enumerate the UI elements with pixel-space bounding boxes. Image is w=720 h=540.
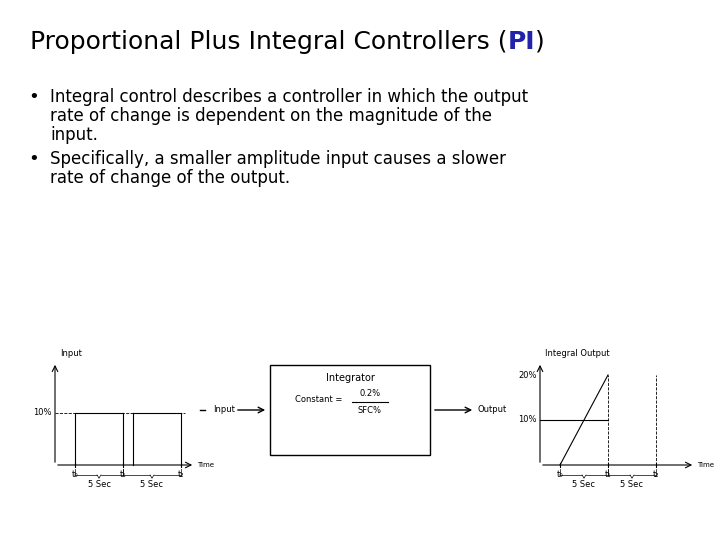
Text: rate of change is dependent on the magnitude of the: rate of change is dependent on the magni… <box>50 107 492 125</box>
Text: Specifically, a smaller amplitude input causes a slower: Specifically, a smaller amplitude input … <box>50 150 506 168</box>
Text: t₁: t₁ <box>605 470 611 479</box>
Text: t₂: t₂ <box>653 470 660 479</box>
Text: 0.2%: 0.2% <box>359 389 381 398</box>
Text: PI: PI <box>508 30 535 54</box>
Text: Integral Output: Integral Output <box>545 349 610 358</box>
Text: 5 Sec: 5 Sec <box>140 480 163 489</box>
Text: t₂: t₂ <box>178 470 184 479</box>
Text: Output: Output <box>478 406 508 415</box>
Text: •: • <box>28 150 39 168</box>
Text: t₀: t₀ <box>72 470 78 479</box>
Text: Input: Input <box>60 349 82 358</box>
Text: 5 Sec: 5 Sec <box>621 480 644 489</box>
Text: 10%: 10% <box>518 415 537 424</box>
Text: input.: input. <box>50 126 98 144</box>
Text: Integrator: Integrator <box>325 373 374 383</box>
Text: 5 Sec: 5 Sec <box>572 480 595 489</box>
Text: rate of change of the output.: rate of change of the output. <box>50 169 290 187</box>
Text: Time: Time <box>197 462 214 468</box>
Text: SFC%: SFC% <box>358 406 382 415</box>
Text: Input: Input <box>213 406 235 415</box>
Text: ): ) <box>535 30 545 54</box>
Text: Time: Time <box>697 462 714 468</box>
Text: Constant =: Constant = <box>295 395 345 404</box>
Text: 20%: 20% <box>518 370 537 380</box>
Text: 10%: 10% <box>34 408 52 417</box>
Text: Integral control describes a controller in which the output: Integral control describes a controller … <box>50 88 528 106</box>
Text: t₁: t₁ <box>120 470 126 479</box>
Text: 5 Sec: 5 Sec <box>88 480 110 489</box>
Text: Proportional Plus Integral Controllers (: Proportional Plus Integral Controllers ( <box>30 30 508 54</box>
Bar <box>270 365 430 455</box>
Text: t₀: t₀ <box>557 470 563 479</box>
Text: •: • <box>28 88 39 106</box>
